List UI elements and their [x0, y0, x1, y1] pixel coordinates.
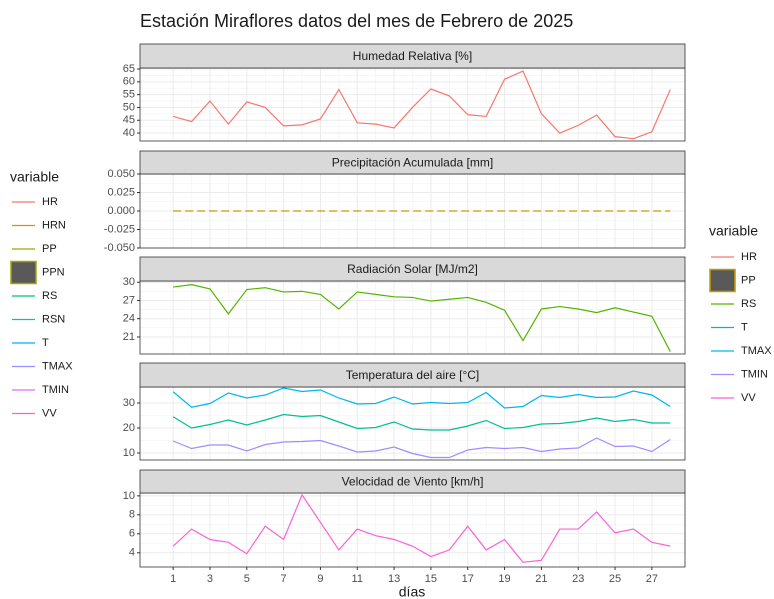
x-tick-label: 1	[170, 573, 176, 585]
facet-strip	[139, 362, 686, 388]
y-tick-label: 45	[123, 114, 135, 126]
x-tick-label: 19	[498, 573, 510, 585]
legend-label: RS	[741, 298, 756, 310]
y-tick-label: 55	[123, 89, 135, 101]
x-tick-label: 11	[352, 573, 363, 585]
y-tick-label: 40	[123, 127, 135, 139]
legend-label: HR	[42, 196, 58, 208]
legend-key	[709, 268, 736, 293]
y-tick-label: -0.050	[104, 242, 135, 254]
legend-label: HRN	[42, 219, 66, 231]
legend-label: TMIN	[42, 384, 69, 396]
x-tick-label: 13	[388, 573, 400, 585]
y-tick-label: 4	[129, 547, 135, 559]
facet-strip	[139, 256, 686, 282]
legend-label: HR	[741, 251, 757, 263]
x-tick-label: 21	[535, 573, 547, 585]
x-tick-label: 15	[425, 573, 437, 585]
x-tick-label: 7	[281, 573, 287, 585]
legend-label: VV	[741, 392, 756, 404]
y-tick-label: 8	[129, 509, 135, 521]
x-tick-label: 23	[572, 573, 584, 585]
data-line	[173, 284, 671, 352]
legend-title: variable	[10, 169, 59, 185]
data-line	[172, 70, 671, 140]
facet-strip	[139, 43, 686, 69]
y-tick-label: 10	[123, 447, 135, 459]
x-tick-label: 3	[207, 573, 213, 585]
x-tick-label: 27	[646, 573, 658, 585]
y-tick-label: 50	[123, 101, 135, 113]
x-tick-label: 5	[244, 573, 250, 585]
legend-label: VV	[42, 407, 57, 419]
y-tick-label: 0.050	[107, 168, 135, 180]
facet-title: Temperatura del aire [°C]	[346, 368, 480, 382]
chart-title: Estación Miraflores datos del mes de Feb…	[140, 11, 573, 31]
legend-label: TMAX	[42, 360, 73, 372]
y-tick-label: 27	[123, 294, 135, 306]
legend-label: PPN	[42, 266, 65, 278]
facet-title: Humedad Relativa [%]	[353, 49, 472, 63]
x-tick-label: 25	[609, 573, 621, 585]
y-tick-label: -0.025	[104, 223, 135, 235]
x-axis-label: días	[399, 584, 425, 599]
legend-label: PP	[42, 243, 57, 255]
data-line	[172, 493, 671, 563]
y-tick-label: 30	[123, 276, 135, 288]
y-tick-label: 65	[123, 63, 135, 75]
data-line	[172, 387, 671, 409]
legend-label: PP	[741, 274, 756, 286]
facet-title: Velocidad de Viento [km/h]	[342, 475, 484, 489]
data-line	[172, 437, 671, 459]
legend-label: RS	[42, 290, 57, 302]
facet-title: Precipitación Acumulada [mm]	[332, 156, 493, 170]
y-tick-label: 10	[123, 490, 135, 502]
facet-strip	[139, 150, 686, 175]
y-tick-label: 6	[129, 528, 135, 540]
y-tick-label: 24	[123, 313, 135, 325]
y-tick-label: 30	[123, 397, 135, 409]
y-tick-label: 0.025	[107, 186, 135, 198]
y-tick-label: 0.000	[107, 205, 135, 217]
facet-strip	[139, 469, 686, 494]
legend-label: T	[741, 321, 748, 333]
legend-title: variable	[709, 223, 758, 239]
legend-label: T	[42, 337, 49, 349]
x-tick-label: 9	[317, 573, 323, 585]
data-line	[172, 413, 671, 431]
legend-label: TMAX	[741, 345, 772, 357]
y-tick-label: 21	[123, 331, 135, 343]
legend-key	[10, 260, 37, 285]
facet-title: Radiación Solar [MJ/m2]	[347, 262, 478, 276]
legend-label: RSN	[42, 313, 65, 325]
legend-label: TMIN	[741, 368, 768, 380]
x-tick-label: 17	[462, 573, 474, 585]
y-tick-label: 20	[123, 422, 135, 434]
y-tick-label: 60	[123, 76, 135, 88]
